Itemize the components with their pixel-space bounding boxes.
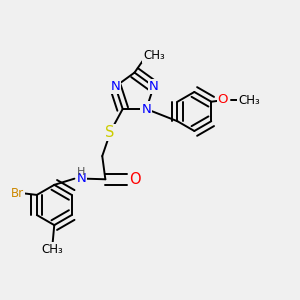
Text: N: N [149,80,158,93]
Text: N: N [76,172,86,184]
Text: O: O [129,172,141,187]
Text: CH₃: CH₃ [42,243,64,256]
Text: CH₃: CH₃ [238,94,260,107]
Text: Br: Br [11,187,24,200]
Text: CH₃: CH₃ [143,49,165,62]
Text: O: O [218,93,228,106]
Text: H: H [77,167,86,176]
Text: N: N [110,80,120,93]
Text: N: N [142,103,151,116]
Text: S: S [105,125,115,140]
